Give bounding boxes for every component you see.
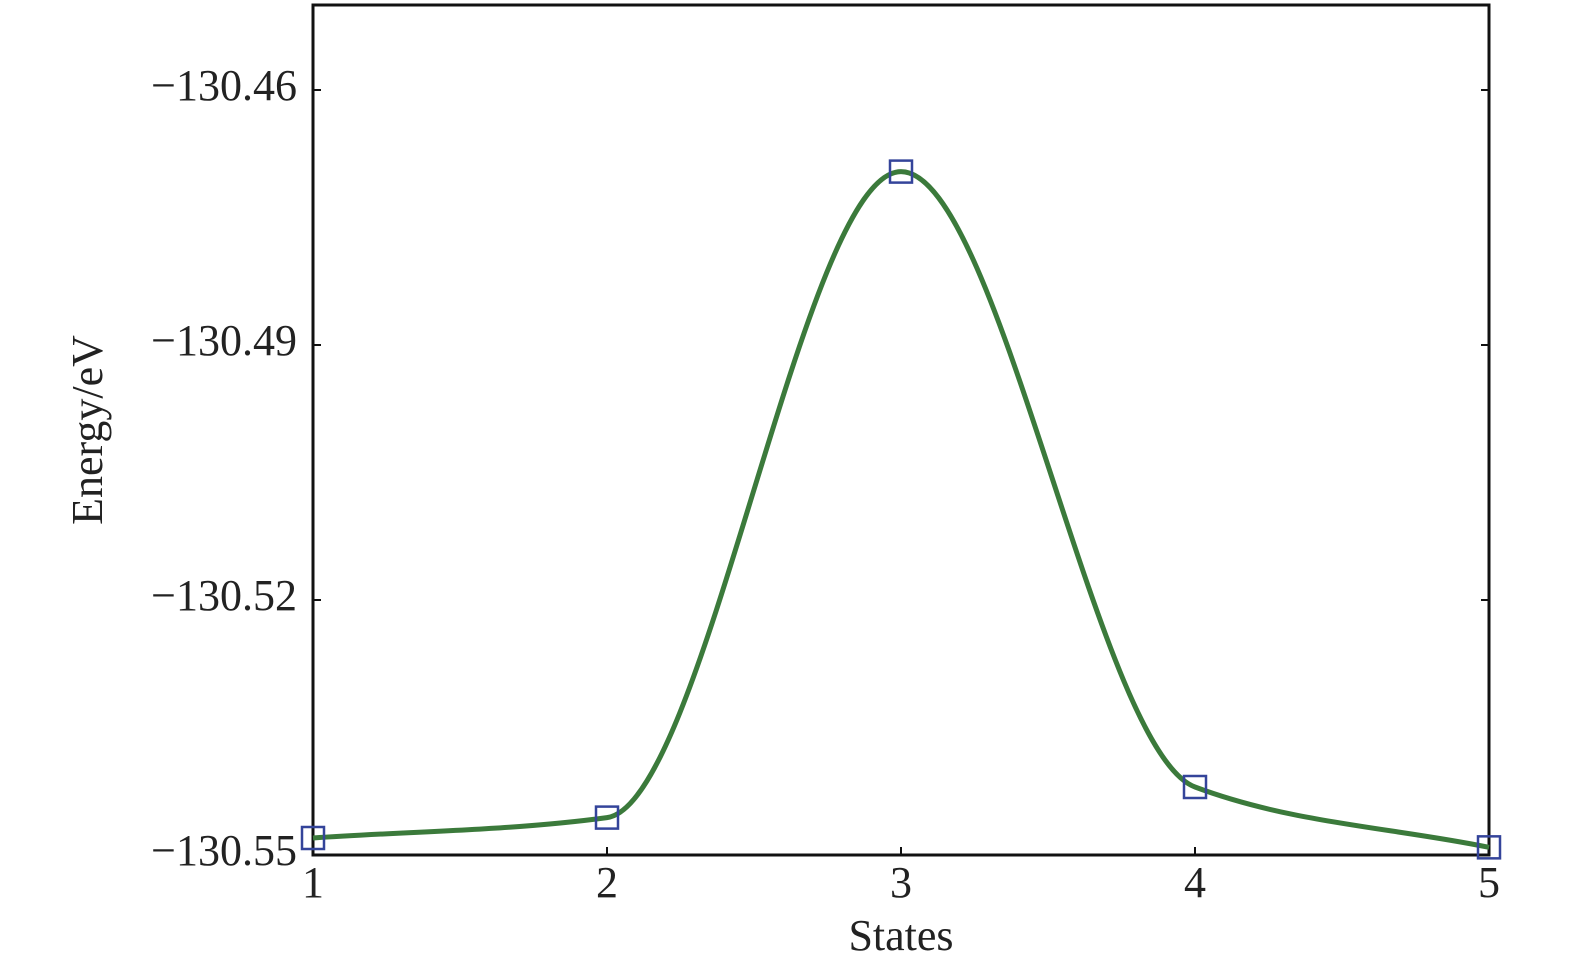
marker: [888, 159, 914, 184]
y-tick-label: −130.49: [151, 316, 297, 365]
marker: [594, 805, 620, 830]
line: [312, 169, 1490, 850]
x-tick-label: 1: [302, 858, 324, 907]
marker: [300, 825, 326, 851]
plot-frame: [311, 3, 1491, 857]
marker: [1182, 774, 1208, 800]
y-tick-label: −130.46: [151, 61, 297, 110]
x-tick-label: 5: [1478, 858, 1500, 907]
y-axis-label: Energy/eV: [63, 335, 112, 525]
y-tick-label: −130.52: [151, 571, 297, 620]
x-axis-label: States: [848, 911, 953, 960]
y-tick-label: −130.55: [151, 826, 297, 875]
x-tick-label: 4: [1184, 858, 1206, 907]
x-tick-label: 2: [596, 858, 618, 907]
marker: [1476, 835, 1502, 860]
x-tick-label: 3: [890, 858, 912, 907]
